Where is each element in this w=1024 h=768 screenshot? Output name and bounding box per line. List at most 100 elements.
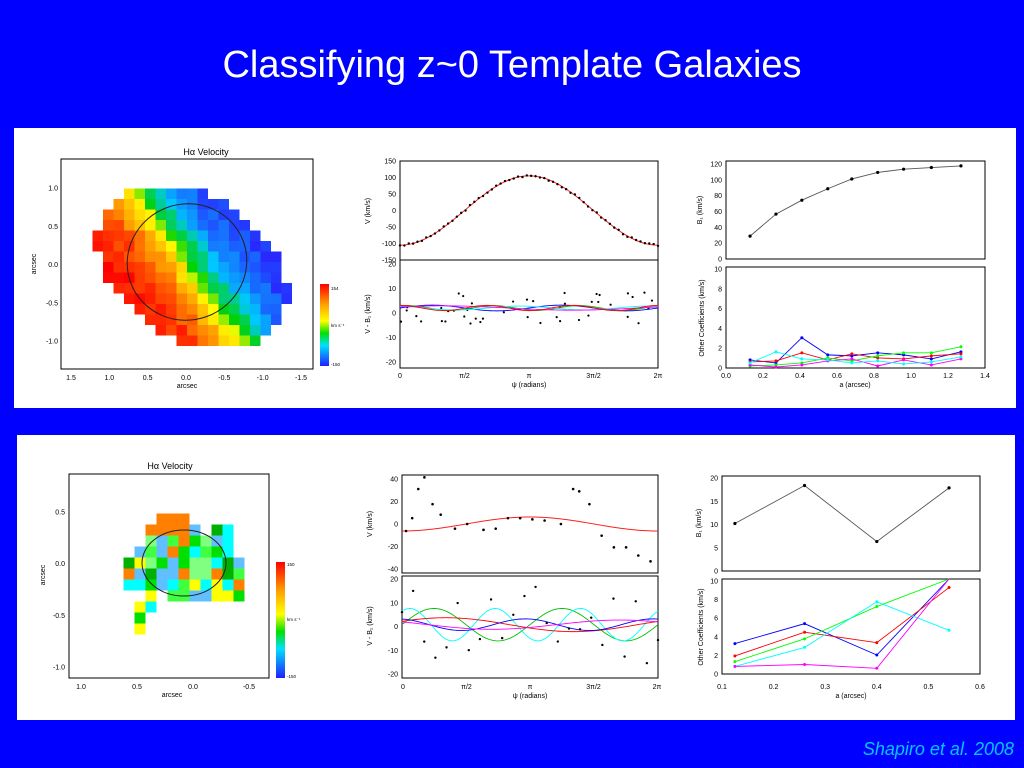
y-tick-label: 6 xyxy=(718,306,722,313)
velocity-pixel xyxy=(155,241,166,252)
residual-points xyxy=(400,585,660,665)
velocity-pixel xyxy=(176,209,187,220)
velocity-point xyxy=(503,179,507,183)
residual-point xyxy=(595,292,598,296)
velocity-point xyxy=(425,236,428,239)
velocity-pixel xyxy=(145,283,156,294)
residual-point xyxy=(467,648,470,652)
other-coefficient-series xyxy=(733,578,951,670)
coefficient-point xyxy=(929,360,933,364)
velocity-pixel xyxy=(166,272,177,283)
y-tick-label: -1.0 xyxy=(46,339,58,346)
coeff-top-frame xyxy=(721,475,981,572)
velocity-pixel xyxy=(134,188,145,199)
velocity-pixel xyxy=(222,579,234,591)
velocity-pixel xyxy=(134,251,145,262)
coefficient-point xyxy=(959,355,963,359)
coefficient-point xyxy=(733,642,737,646)
velocity-pixel xyxy=(208,283,219,294)
residual-point xyxy=(500,636,504,640)
y-tick-label: 8 xyxy=(718,286,722,293)
coefficient-point xyxy=(803,637,807,641)
velocity-point xyxy=(634,238,638,242)
velocity-pixel xyxy=(113,272,124,283)
velocity-pixel xyxy=(218,272,229,283)
velocity-pixel xyxy=(156,513,168,525)
velocity-pixel xyxy=(166,241,177,252)
b1-point xyxy=(774,212,778,216)
velocity-pixel xyxy=(134,241,145,252)
velocity-pixel xyxy=(208,272,219,283)
velocity-pixel xyxy=(208,251,219,262)
velocity-pixel xyxy=(166,304,177,315)
velocity-pixel xyxy=(208,220,219,231)
coefficient-line xyxy=(734,578,950,663)
velocity-pixel xyxy=(103,251,114,262)
velocity-pixel xyxy=(176,241,187,252)
coefficient-point xyxy=(902,351,906,355)
velocity-pixel xyxy=(92,230,103,241)
coefficient-point xyxy=(850,352,854,356)
coefficient-point xyxy=(902,362,906,366)
vfit-yticks-bottom: 20 10 0 -10 -20 xyxy=(388,577,398,679)
x-tick-label: 0.8 xyxy=(869,373,879,380)
velocity-pixel xyxy=(155,293,166,304)
velocity-pixel xyxy=(145,272,156,283)
x-tick-label: 1.5 xyxy=(66,375,76,382)
velocity-pixel xyxy=(124,283,135,294)
coefficient-line xyxy=(734,578,950,669)
residual-point xyxy=(420,320,423,323)
velocity-pixel-grid xyxy=(92,188,292,346)
velocity-pixel xyxy=(229,304,240,315)
velocity-pixel xyxy=(218,335,229,346)
coefficient-point xyxy=(875,641,879,645)
y-tick-label: 10 xyxy=(710,522,718,529)
vfit-yticks-top: 150 100 50 0 -50 -100 -150 xyxy=(382,159,396,265)
velocity-pixel xyxy=(123,579,135,591)
cosine-fit-line xyxy=(399,175,659,246)
y-tick-label: 100 xyxy=(710,177,722,184)
velocity-pixel xyxy=(92,241,103,252)
velocity-pixel xyxy=(145,535,157,547)
velocity-pixel xyxy=(211,568,223,580)
coefficient-point xyxy=(748,361,752,365)
harmonic-curve xyxy=(401,608,659,642)
velocity-point xyxy=(624,546,628,549)
coeff-ylabel-top: B₁ (km/s) xyxy=(696,509,703,537)
velocity-pixel xyxy=(197,241,208,252)
velocity-pixel xyxy=(239,220,250,231)
velocity-pixel xyxy=(239,251,250,262)
velocity-pixel xyxy=(113,220,124,231)
coefficient-point xyxy=(947,628,951,632)
velocity-point xyxy=(551,180,555,184)
velocity-point xyxy=(637,554,640,557)
velocity-point xyxy=(516,175,520,178)
velocity-pixel xyxy=(145,314,156,325)
velocity-point xyxy=(465,522,469,526)
velocity-pixel xyxy=(167,568,179,580)
coeff-yticks-bottom: 10 8 6 4 2 0 xyxy=(710,579,718,679)
fit-ellipse xyxy=(141,529,227,597)
residual-point xyxy=(481,317,485,320)
velocity-point xyxy=(571,487,575,491)
y-tick-label: -100 xyxy=(382,241,396,248)
colorbar xyxy=(276,562,285,678)
velocity-point xyxy=(486,191,489,194)
velocity-point xyxy=(600,534,603,537)
harmonic-curve xyxy=(401,608,659,642)
velocity-pixel xyxy=(250,230,261,241)
velocity-pixel xyxy=(145,590,157,602)
coefficient-point xyxy=(959,352,963,356)
residual-point xyxy=(601,643,604,647)
velocity-pixel xyxy=(239,325,250,336)
velocity-pixel xyxy=(260,251,271,262)
velocity-pixel xyxy=(239,293,250,304)
velocity-pixel xyxy=(222,546,234,558)
x-tick-label: 0.6 xyxy=(975,684,985,691)
vfit-xlabel: ψ (radians) xyxy=(512,382,547,389)
residual-point xyxy=(559,319,562,323)
velocity-pixel xyxy=(250,251,261,262)
residual-point xyxy=(440,306,443,310)
velocity-pixel xyxy=(134,612,146,624)
